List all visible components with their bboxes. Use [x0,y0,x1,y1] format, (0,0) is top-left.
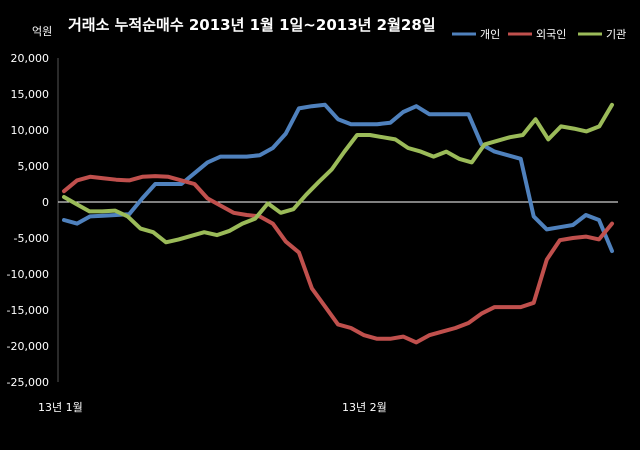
x-axis-ticks: 13년 1월 13년 2월 [38,401,387,414]
y-tick-label: 20,000 [11,52,50,65]
series-line-개인 [62,102,614,253]
legend: 개인 외국인 기관 [452,28,626,41]
series-group [62,102,614,345]
x-tick-label: 13년 1월 [38,401,83,414]
y-tick-label: 5,000 [18,160,50,173]
legend-label: 외국인 [536,28,566,41]
y-tick-label: -10,000 [7,268,49,281]
y-tick-label: 10,000 [11,124,50,137]
legend-label: 기관 [606,28,626,41]
y-tick-label: -20,000 [7,340,49,353]
y-tick-label: -25,000 [7,376,49,389]
series-line-외국인 [62,174,614,345]
y-tick-label: -15,000 [7,304,49,317]
y-tick-label: 15,000 [11,88,50,101]
chart-title: 거래소 누적순매수 2013년 1월 1일~2013년 2월28일 [68,16,436,34]
x-tick-label: 13년 2월 [342,401,387,414]
series-line-기관 [62,102,614,245]
legend-label: 개인 [480,28,500,41]
y-axis-unit-label: 억원 [32,25,52,38]
y-tick-label: -5,000 [14,232,49,245]
y-axis-ticks: 20,000 15,000 10,000 5,000 0 -5,000 -10,000 -15… [7,52,49,389]
y-tick-label: 0 [42,196,49,209]
